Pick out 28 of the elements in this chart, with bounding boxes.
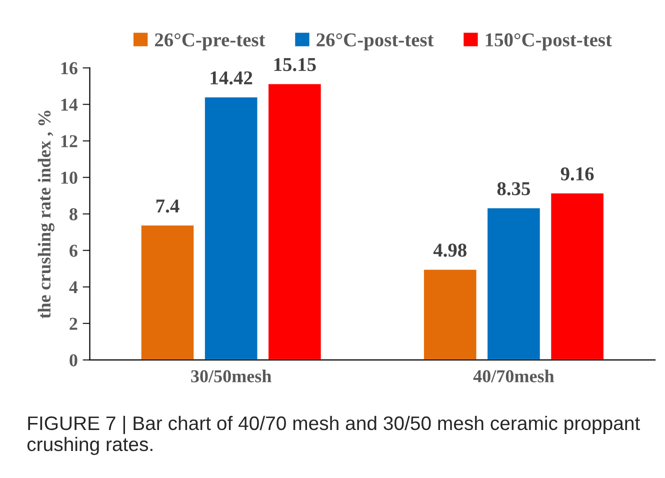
- y-tick-label: 10: [61, 172, 78, 184]
- data-label: 7.4: [156, 200, 180, 213]
- data-label: 9.16: [560, 167, 594, 181]
- legend-label: 150°C-post-test: [486, 33, 612, 50]
- y-tick-label: 8: [70, 208, 78, 220]
- x-tick-label: 30/50mesh: [191, 370, 272, 382]
- bar: [140, 224, 196, 360]
- y-tick-label: 12: [61, 135, 78, 148]
- bar: [267, 82, 322, 360]
- data-label: 15.15: [274, 58, 316, 72]
- y-axis-title: the crushing rate index , %: [38, 110, 54, 318]
- y-tick-label: 0: [70, 354, 78, 366]
- caption: FIGURE 7 | Bar chart of 40/70 mesh and 30/50 mesh ceramic proppant crushing rates.: [27, 416, 640, 456]
- data-label: 8.35: [497, 182, 530, 196]
- y-tick-label: 16: [61, 62, 78, 74]
- bar: [550, 192, 605, 360]
- legend-label: 26°C-post-test: [316, 33, 434, 50]
- y-tick-label: 2: [70, 318, 78, 330]
- y-tick-label: 4: [69, 281, 78, 294]
- bar: [486, 206, 542, 360]
- data-label: 14.42: [210, 71, 252, 85]
- bar: [204, 96, 259, 360]
- x-tick-label: 40/70mesh: [473, 370, 554, 382]
- y-tick-label: 6: [70, 244, 78, 257]
- bar: [422, 268, 478, 360]
- data-label: 4.98: [433, 244, 466, 257]
- y-tick-label: 14: [61, 98, 78, 111]
- legend-label: 26°C-pre-test: [155, 33, 266, 50]
